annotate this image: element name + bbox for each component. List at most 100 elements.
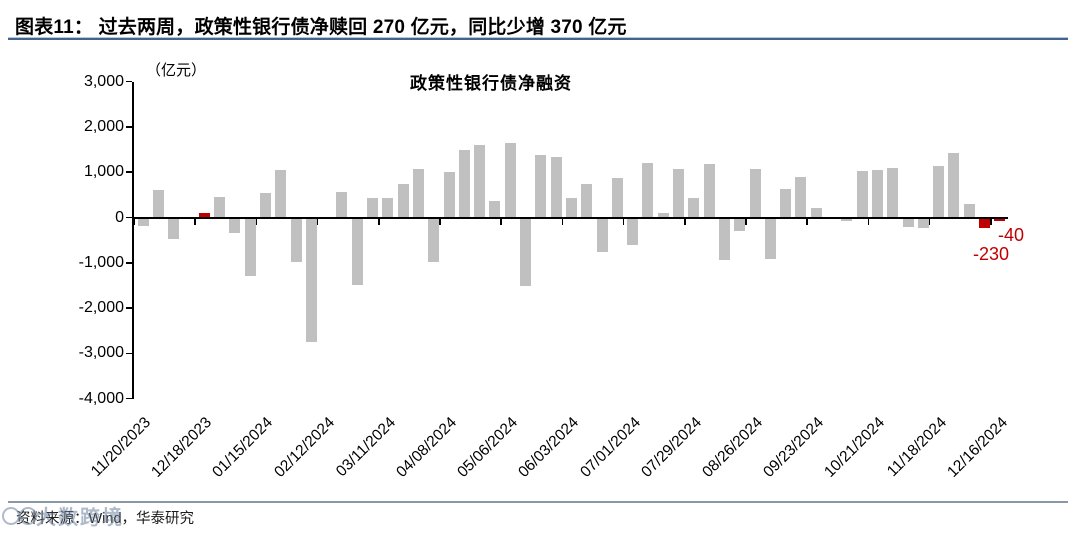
bar (764, 217, 776, 260)
bar (795, 177, 807, 218)
bar (290, 217, 302, 262)
bar (871, 169, 883, 218)
bar (489, 200, 501, 218)
bar (428, 217, 440, 262)
bar (535, 154, 547, 218)
y-tick-mark (126, 262, 132, 264)
bar (550, 157, 562, 218)
bar (902, 217, 914, 227)
bar (887, 167, 899, 218)
figure-title: 图表11： 过去两周，政策性银行债净赎回 270 亿元，同比少增 370 亿元 (15, 17, 627, 38)
bar (443, 172, 455, 218)
bar (275, 170, 287, 218)
x-tick-mark (684, 217, 686, 225)
data-label: -230 (972, 244, 1009, 264)
footer-divider (8, 501, 1068, 503)
bar (367, 198, 378, 218)
bar (841, 217, 853, 222)
bar (917, 217, 929, 228)
bar (948, 153, 960, 218)
x-tick-mark (745, 217, 747, 225)
y-tick-label: -4,000 (78, 389, 124, 407)
bar (168, 217, 180, 240)
y-tick-mark (126, 216, 132, 219)
bar (596, 217, 608, 253)
bar (152, 190, 164, 218)
bar (229, 217, 241, 234)
bar (856, 170, 868, 218)
x-tick-mark (378, 217, 380, 225)
chart-title: 政策性银行债净融资 (410, 74, 572, 93)
bar (810, 207, 822, 218)
y-tick-label: -1,000 (78, 253, 124, 271)
y-tick-mark (126, 126, 132, 128)
x-axis-line (132, 216, 1008, 219)
x-tick-mark (928, 217, 931, 225)
bar-highlighted (979, 217, 990, 228)
bar (382, 198, 394, 218)
x-tick-mark (561, 217, 564, 225)
y-tick-label: -2,000 (78, 299, 124, 317)
bar (611, 177, 623, 218)
source-note: 资料来源：Wind，华泰研究 (16, 511, 195, 527)
x-tick-mark (622, 217, 625, 225)
bar (749, 168, 761, 218)
bar (627, 217, 639, 246)
bar (734, 217, 746, 231)
bar (244, 217, 256, 277)
bar (336, 191, 348, 218)
data-label: -40 (997, 225, 1024, 245)
title-underline (8, 37, 1068, 40)
bar (397, 183, 409, 218)
bar (565, 198, 577, 218)
x-tick-mark (990, 217, 992, 225)
y-tick-mark (126, 80, 132, 83)
y-axis-line (132, 81, 134, 399)
y-tick-label: 0 (115, 208, 124, 226)
y-tick-label: -3,000 (78, 344, 124, 362)
bar (504, 143, 516, 218)
y-tick-mark (126, 307, 132, 309)
y-tick-mark (126, 397, 132, 400)
bar (520, 217, 531, 287)
x-tick-mark (194, 217, 196, 225)
bar (351, 217, 363, 286)
bar (259, 193, 271, 218)
bar (137, 217, 149, 227)
bar-highlighted (994, 217, 1006, 221)
x-tick-mark (500, 217, 502, 225)
x-tick-mark (316, 217, 319, 225)
bar (933, 166, 945, 218)
x-tick-mark (806, 217, 808, 225)
bar (305, 217, 317, 343)
bar-highlighted (198, 213, 210, 218)
bar (963, 203, 975, 218)
bar (214, 197, 225, 218)
y-tick-label: 2,000 (83, 117, 124, 135)
y-tick-label: 1,000 (83, 163, 124, 181)
bar (412, 168, 424, 218)
y-tick-label: 3,000 (83, 72, 124, 90)
x-tick-mark (255, 217, 258, 225)
y-tick-mark (126, 352, 132, 355)
bar (703, 164, 715, 218)
bar (673, 169, 684, 218)
x-tick-mark (439, 217, 441, 225)
x-tick-mark (133, 217, 135, 225)
y-tick-mark (126, 171, 132, 173)
bar (657, 212, 669, 218)
bar (642, 163, 654, 218)
bar (474, 145, 486, 218)
bar (581, 183, 593, 218)
y-axis-unit-label: （亿元） (146, 62, 207, 79)
x-tick-mark (867, 217, 870, 225)
bar (688, 198, 700, 218)
bar (718, 217, 730, 260)
bar (780, 189, 792, 218)
bar (458, 150, 470, 218)
